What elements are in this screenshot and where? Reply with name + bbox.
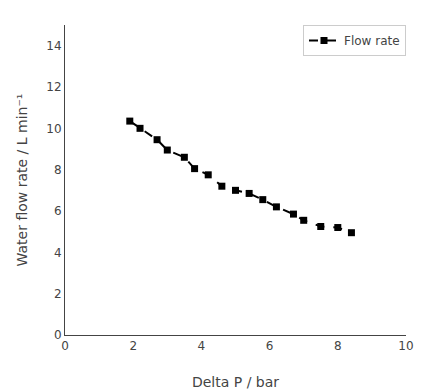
svg-text:Delta P / bar: Delta P / bar: [192, 374, 279, 390]
svg-text:2: 2: [54, 287, 62, 301]
svg-text:10: 10: [46, 122, 61, 136]
svg-text:8: 8: [54, 163, 62, 177]
svg-text:6: 6: [266, 339, 274, 353]
svg-text:14: 14: [46, 39, 61, 53]
svg-text:6: 6: [54, 204, 62, 218]
svg-text:10: 10: [398, 339, 413, 353]
svg-text:Flow rate: Flow rate: [344, 34, 400, 48]
svg-text:8: 8: [334, 339, 342, 353]
svg-text:2: 2: [129, 339, 137, 353]
svg-text:Water flow rate / L min⁻¹: Water flow rate / L min⁻¹: [14, 94, 30, 267]
svg-text:4: 4: [198, 339, 206, 353]
svg-text:0: 0: [61, 339, 69, 353]
svg-text:0: 0: [54, 328, 62, 342]
svg-text:12: 12: [46, 80, 61, 94]
svg-text:4: 4: [54, 246, 62, 260]
